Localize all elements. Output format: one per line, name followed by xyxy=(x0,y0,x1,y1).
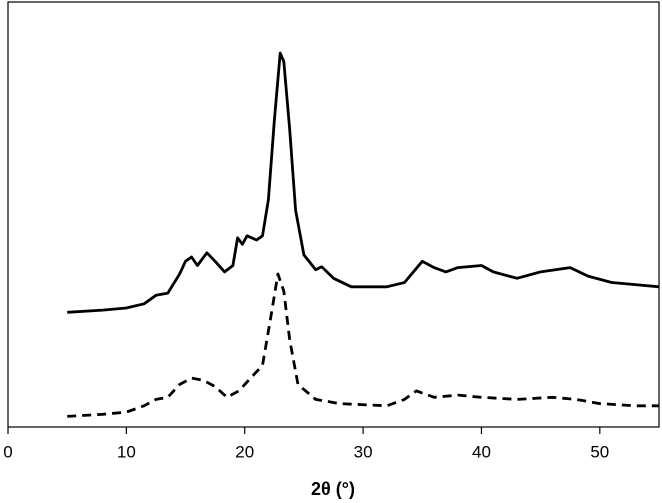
x-axis-title: 2θ (°) xyxy=(311,479,355,499)
x-tick-label: 0 xyxy=(3,442,12,461)
x-tick-label: 50 xyxy=(590,442,609,461)
x-tick-label: 30 xyxy=(354,442,373,461)
series-line xyxy=(67,272,659,418)
series-line xyxy=(67,51,660,314)
x-tick-label: 40 xyxy=(472,442,491,461)
x-tick-label: 10 xyxy=(117,442,136,461)
x-tick-label: 20 xyxy=(235,442,254,461)
plot-frame xyxy=(7,1,660,428)
